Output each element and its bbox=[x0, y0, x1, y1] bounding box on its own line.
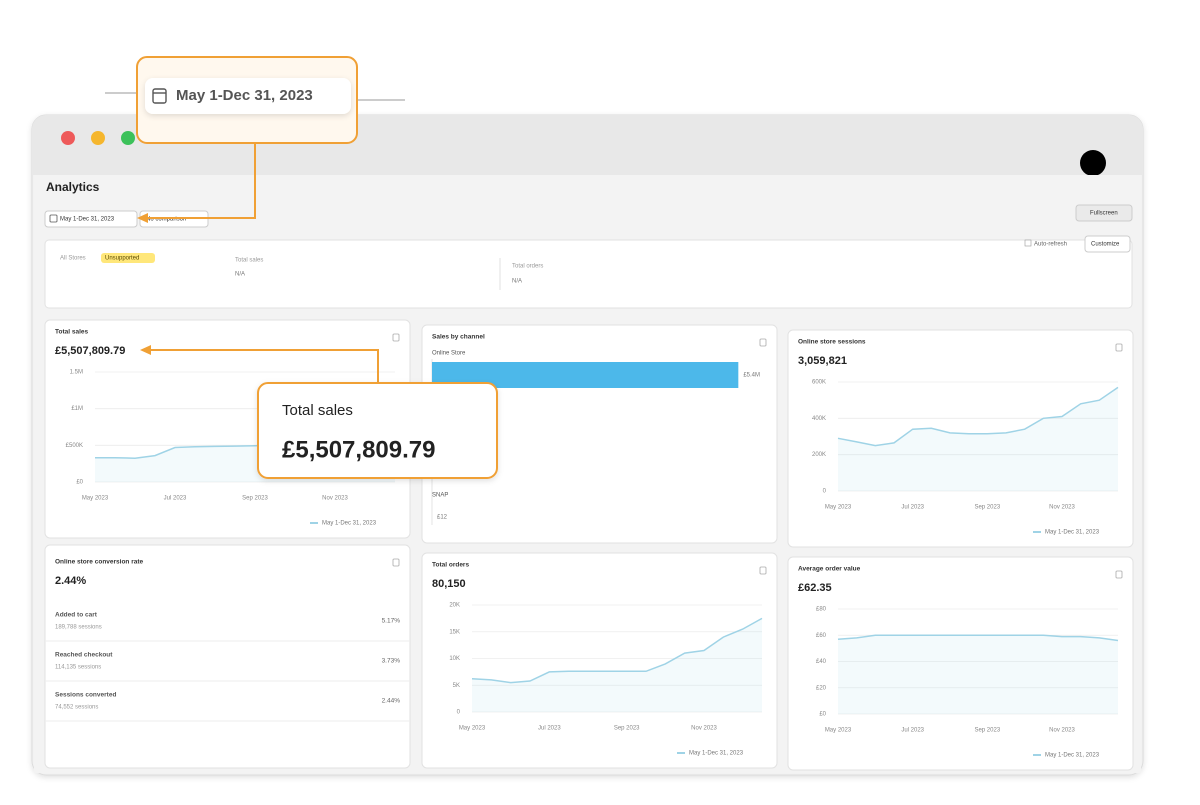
line-area bbox=[838, 635, 1118, 714]
x-tick-label: Sep 2023 bbox=[242, 496, 268, 502]
y-tick-label: 400K bbox=[812, 416, 826, 422]
y-tick-label: 20K bbox=[449, 603, 460, 609]
auto-refresh-checkbox[interactable] bbox=[1025, 240, 1031, 246]
x-tick-label: Nov 2023 bbox=[691, 726, 717, 732]
funnel-step-label: Reached checkout bbox=[55, 652, 113, 659]
category-label: Online Store bbox=[432, 351, 466, 357]
funnel-step-rate: 2.44% bbox=[382, 698, 401, 705]
summary-panel bbox=[45, 240, 1132, 308]
card-total: £62.35 bbox=[798, 582, 832, 594]
badge-label: Unsupported bbox=[105, 256, 139, 262]
card-title: Total sales bbox=[55, 329, 89, 336]
legend-label: May 1-Dec 31, 2023 bbox=[689, 751, 744, 757]
card-title: Average order value bbox=[798, 566, 861, 573]
sales-callout-value: £5,507,809.79 bbox=[282, 436, 435, 463]
sales-callout-label: Total sales bbox=[282, 402, 353, 419]
total-orders-value: N/A bbox=[512, 279, 522, 285]
x-tick-label: Sep 2023 bbox=[974, 728, 1000, 734]
x-tick-label: May 2023 bbox=[82, 496, 109, 502]
store-label: All Stores bbox=[60, 256, 86, 262]
x-tick-label: Sep 2023 bbox=[974, 505, 1000, 511]
y-tick-label: £500K bbox=[66, 443, 83, 449]
date-callout-label: May 1-Dec 31, 2023 bbox=[176, 87, 313, 104]
date-button-label: May 1-Dec 31, 2023 bbox=[60, 217, 115, 223]
funnel-step-sessions: 114,135 sessions bbox=[55, 665, 101, 671]
x-tick-label: Nov 2023 bbox=[1049, 505, 1075, 511]
card-total: 3,059,821 bbox=[798, 355, 847, 367]
funnel-step-sessions: 74,552 sessions bbox=[55, 705, 98, 711]
x-tick-label: May 2023 bbox=[825, 728, 852, 734]
card-total: 2.44% bbox=[55, 575, 86, 587]
maximize-button[interactable] bbox=[121, 131, 135, 145]
x-tick-label: Nov 2023 bbox=[322, 496, 348, 502]
y-tick-label: £1M bbox=[71, 406, 83, 412]
y-tick-label: 10K bbox=[449, 656, 460, 662]
close-button[interactable] bbox=[61, 131, 75, 145]
y-tick-label: £40 bbox=[816, 659, 827, 665]
legend-label: May 1-Dec 31, 2023 bbox=[1045, 530, 1100, 536]
y-tick-label: 600K bbox=[812, 380, 826, 386]
funnel-step-label: Added to cart bbox=[55, 612, 98, 619]
total-orders-label: Total orders bbox=[512, 264, 543, 270]
total-sales-value: N/A bbox=[235, 272, 245, 278]
legend-label: May 1-Dec 31, 2023 bbox=[322, 521, 377, 527]
card-total: £5,507,809.79 bbox=[55, 345, 125, 357]
y-tick-label: 5K bbox=[453, 683, 460, 689]
card-title: Sales by channel bbox=[432, 334, 485, 341]
y-tick-label: 200K bbox=[812, 452, 826, 458]
sales-callout bbox=[258, 383, 497, 478]
auto-refresh-label: Auto-refresh bbox=[1034, 242, 1067, 248]
y-tick-label: £80 bbox=[816, 607, 827, 613]
y-tick-label: £20 bbox=[816, 685, 827, 691]
y-tick-label: 15K bbox=[449, 629, 460, 635]
x-tick-label: Jul 2023 bbox=[164, 496, 187, 502]
logo bbox=[1080, 150, 1106, 176]
category-label: SNAP bbox=[432, 493, 448, 499]
card-total: 80,150 bbox=[432, 578, 466, 590]
x-tick-label: Jul 2023 bbox=[901, 505, 924, 511]
legend-label: May 1-Dec 31, 2023 bbox=[1045, 753, 1100, 759]
fullscreen-label: Fullscreen bbox=[1090, 211, 1118, 217]
page-title: Analytics bbox=[46, 180, 100, 194]
x-tick-label: May 2023 bbox=[825, 505, 852, 511]
funnel-step-rate: 5.17% bbox=[382, 618, 401, 625]
card-title: Online store sessions bbox=[798, 339, 866, 346]
x-tick-label: Nov 2023 bbox=[1049, 728, 1075, 734]
x-tick-label: Jul 2023 bbox=[901, 728, 924, 734]
y-tick-label: £60 bbox=[816, 633, 827, 639]
total-sales-label: Total sales bbox=[235, 258, 263, 264]
customize-label: Customize bbox=[1091, 242, 1120, 248]
x-tick-label: May 2023 bbox=[459, 726, 486, 732]
y-tick-label: 1.5M bbox=[70, 370, 83, 376]
funnel-step-sessions: 189,788 sessions bbox=[55, 625, 102, 631]
y-tick-label: £0 bbox=[819, 712, 826, 718]
value-label: £5.4M bbox=[743, 373, 760, 379]
funnel-step-label: Sessions converted bbox=[55, 692, 116, 699]
x-tick-label: Jul 2023 bbox=[538, 726, 561, 732]
x-tick-label: Sep 2023 bbox=[614, 726, 640, 732]
card-title: Online store conversion rate bbox=[55, 559, 144, 566]
funnel-step-rate: 3.73% bbox=[382, 658, 401, 665]
minimize-button[interactable] bbox=[91, 131, 105, 145]
y-tick-label: £0 bbox=[76, 480, 83, 486]
value-label: £12 bbox=[437, 515, 448, 521]
card-title: Total orders bbox=[432, 562, 469, 569]
